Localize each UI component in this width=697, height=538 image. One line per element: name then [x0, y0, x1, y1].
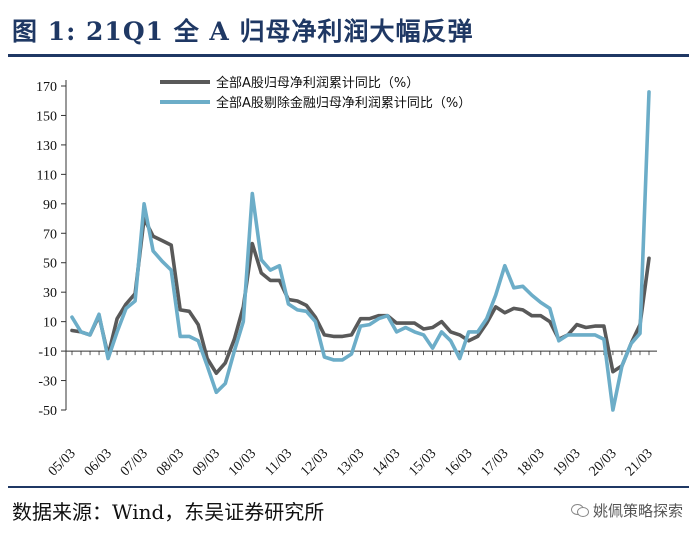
legend-label-1: 全部A股剔除金融归母净利润累计同比（%）: [216, 95, 471, 111]
y-tick-label-9: 130: [36, 139, 57, 154]
y-tick-label-10: 150: [36, 109, 57, 124]
watermark: 姚佩策略探索: [570, 500, 689, 521]
footer-bar: 数据来源：Wind，东吴证券研究所 姚佩策略探索: [8, 486, 689, 532]
x-tick-label-16: 21/03: [623, 446, 656, 478]
x-tick-label-11: 16/03: [442, 446, 475, 478]
y-tick-label-3: 10: [43, 316, 57, 331]
x-tick-label-14: 19/03: [551, 446, 584, 478]
x-tick-label-12: 17/03: [478, 446, 511, 478]
chart-container: -50 -30 -10 10 30 50 70 90 110 130 150 170 05/03 06/0…: [0, 60, 697, 478]
line-chart: -50 -30 -10 10 30 50 70 90 110 130 150 170 05/03 06/0…: [36, 75, 657, 478]
x-tick-label-8: 13/03: [334, 446, 367, 478]
title-bar: 图 1: 21Q1 全 A 归母净利润大幅反弹: [8, 6, 689, 57]
y-tick-label-11: 170: [36, 80, 57, 95]
y-tick-label-4: 30: [43, 286, 57, 301]
y-tick-label-0: -50: [38, 404, 57, 419]
y-tick-label-2: -10: [38, 345, 57, 360]
y-tick-label-5: 50: [43, 257, 57, 272]
x-tick-label-13: 18/03: [514, 446, 547, 478]
series-line-1: [70, 90, 651, 412]
y-tick-label-8: 110: [37, 168, 57, 183]
x-tick-label-5: 10/03: [226, 446, 259, 478]
watermark-label: 姚佩策略探索: [592, 501, 683, 520]
x-tick-label-10: 15/03: [406, 446, 439, 478]
page-title: 图 1: 21Q1 全 A 归母净利润大幅反弹: [12, 17, 474, 46]
x-tick-label-4: 09/03: [190, 446, 223, 478]
y-tick-label-6: 70: [43, 227, 57, 242]
wechat-icon: [570, 503, 589, 517]
x-tick-label-3: 08/03: [154, 446, 187, 478]
x-tick-label-2: 07/03: [118, 446, 151, 478]
x-tick-label-6: 11/03: [262, 446, 295, 478]
x-tick-label-9: 14/03: [370, 446, 403, 478]
x-tick-label-15: 20/03: [587, 446, 620, 478]
x-tick-label-0: 05/03: [46, 446, 79, 478]
x-tick-label-7: 12/03: [298, 446, 331, 478]
y-tick-label-1: -30: [38, 375, 57, 390]
legend-label-0: 全部A股归母净利润累计同比（%）: [216, 75, 419, 91]
x-tick-label-1: 06/03: [82, 446, 115, 478]
source-note: 数据来源：Wind，东吴证券研究所: [12, 499, 325, 524]
series-line-0: [70, 216, 651, 375]
y-tick-label-7: 90: [43, 198, 57, 213]
